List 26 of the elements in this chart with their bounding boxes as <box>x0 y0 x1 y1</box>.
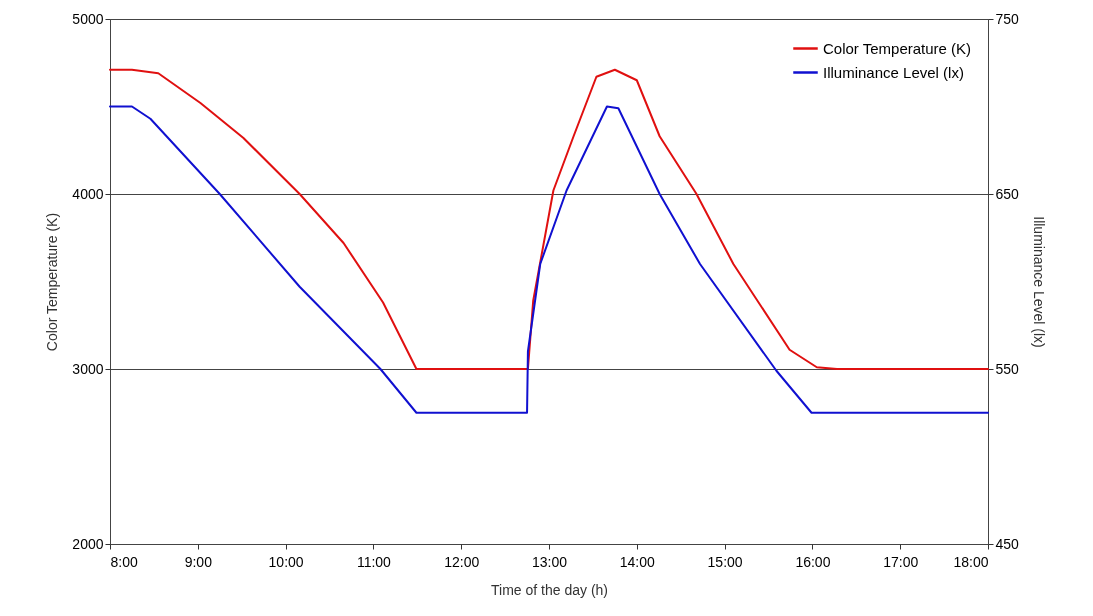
x-tick-label: 18:00 <box>953 553 989 570</box>
x-axis-title: Time of the day (h) <box>491 581 608 598</box>
x-tick-label: 12:00 <box>444 553 480 570</box>
y-tick-label: 2000 <box>72 535 104 552</box>
y-tick-label: 4000 <box>72 185 104 202</box>
line-series <box>109 68 989 370</box>
y-tick-label: 5000 <box>72 10 104 27</box>
x-tick-label: 17:00 <box>883 553 919 570</box>
y-axis-title: Color Temperature (K) <box>44 212 61 352</box>
line-series <box>109 105 989 414</box>
y2-tick-label: 450 <box>995 535 1020 552</box>
x-tick-label: 15:00 <box>707 553 743 570</box>
x-tick-label: 11:00 <box>356 553 392 570</box>
y2-tick-label: 550 <box>995 360 1020 377</box>
x-tick-label: 13:00 <box>531 553 568 570</box>
x-tick-label: 16:00 <box>795 553 831 570</box>
y-tick-label: 3000 <box>72 360 104 377</box>
x-tick-label: 8:00 <box>110 553 138 570</box>
x-tick-label: 10:00 <box>268 553 304 570</box>
y2-axis-title: Illuminance Level (lx) <box>1030 216 1047 348</box>
y2-tick-label: 750 <box>995 10 1020 27</box>
legend-label: Illuminance Level (lx) <box>823 63 964 81</box>
x-tick-label: 14:00 <box>619 553 656 570</box>
y2-tick-label: 650 <box>995 185 1020 202</box>
x-tick-label: 9:00 <box>184 553 213 570</box>
legend-label: Color Temperature (K) <box>823 39 972 57</box>
